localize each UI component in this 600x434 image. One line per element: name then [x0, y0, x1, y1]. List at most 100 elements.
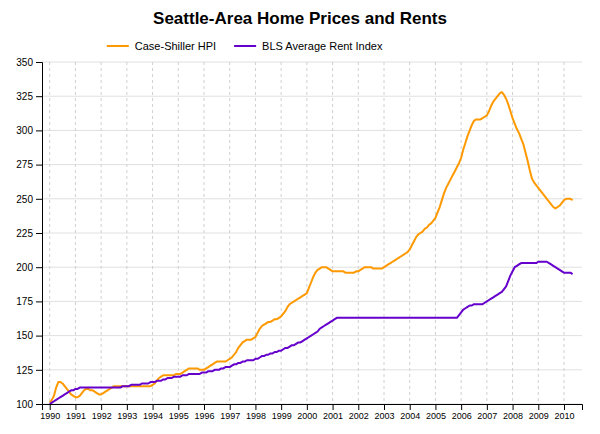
legend-swatch — [107, 45, 129, 47]
tick-label: 325 — [16, 91, 33, 102]
tick-mark — [36, 336, 42, 337]
grid-line-x — [435, 62, 436, 404]
tick: 300 — [16, 125, 42, 136]
tick-label: 2003 — [374, 411, 394, 421]
grid-line-y — [42, 96, 582, 97]
grid-line-x — [126, 62, 127, 404]
tick-mark — [513, 404, 514, 410]
grid-line-y — [42, 130, 582, 131]
tick: 150 — [16, 330, 42, 341]
tick-label: 2009 — [529, 411, 549, 421]
tick: 2007 — [477, 404, 497, 421]
grid-line-x — [384, 62, 385, 404]
tick-mark — [50, 404, 51, 410]
tick: 200 — [16, 262, 42, 273]
tick: 275 — [16, 159, 42, 170]
tick-mark — [564, 404, 565, 410]
tick: 1992 — [92, 404, 112, 421]
tick-label: 175 — [16, 296, 33, 307]
tick-label: 125 — [16, 365, 33, 376]
tick: 350 — [16, 57, 42, 68]
grid-line-y — [42, 164, 582, 165]
tick: 2010 — [554, 404, 574, 421]
grid-line-x — [512, 62, 513, 404]
tick-label: 100 — [16, 399, 33, 410]
tick-label: 1995 — [169, 411, 189, 421]
grid-line-x — [538, 62, 539, 404]
tick-mark — [230, 404, 231, 410]
grid-line-y — [42, 233, 582, 234]
tick-label: 250 — [16, 194, 33, 205]
tick-mark — [36, 96, 42, 97]
tick-label: 150 — [16, 330, 33, 341]
tick: 1998 — [246, 404, 266, 421]
tick-mark — [36, 130, 42, 131]
tick: 2005 — [426, 404, 446, 421]
axis-domain — [36, 63, 43, 405]
tick-label: 1997 — [220, 411, 240, 421]
tick-label: 1996 — [194, 411, 214, 421]
legend-item: Case-Shiller HPI — [107, 40, 216, 52]
tick-mark — [36, 404, 42, 405]
tick-label: 2010 — [554, 411, 574, 421]
legend-label: BLS Average Rent Index — [262, 40, 383, 52]
series-line — [50, 92, 573, 403]
tick-label: 300 — [16, 125, 33, 136]
grid-line-x — [409, 62, 410, 404]
grid-line-y — [42, 198, 582, 199]
legend-label: Case-Shiller HPI — [135, 40, 216, 52]
tick: 2000 — [297, 404, 317, 421]
grid-line-x — [204, 62, 205, 404]
grid-line-x — [358, 62, 359, 404]
tick-mark — [204, 404, 205, 410]
tick-label: 1991 — [66, 411, 86, 421]
tick: 1993 — [117, 404, 137, 421]
tick-mark — [384, 404, 385, 410]
tick-mark — [153, 404, 154, 410]
tick-mark — [75, 404, 76, 410]
grid-line-y — [42, 301, 582, 302]
tick-label: 350 — [16, 57, 33, 68]
grid-line-y — [42, 369, 582, 370]
y-axis: 100 125 150 175 200 225 250 275 300 325 350 — [16, 57, 42, 410]
tick-mark — [36, 165, 42, 166]
grid-line-x — [49, 62, 50, 404]
tick-mark — [127, 404, 128, 410]
tick: 2003 — [374, 404, 394, 421]
tick: 1997 — [220, 404, 240, 421]
tick: 250 — [16, 194, 42, 205]
legend-swatch — [234, 45, 256, 47]
tick-label: 2004 — [400, 411, 420, 421]
tick: 125 — [16, 365, 42, 376]
tick: 1991 — [66, 404, 86, 421]
x-axis: 1990199119921993199419951996199719981999… — [40, 404, 582, 421]
lines — [50, 92, 573, 404]
tick-label: 2002 — [349, 411, 369, 421]
tick-mark — [36, 370, 42, 371]
tick: 2008 — [503, 404, 523, 421]
legend: Case-Shiller HPI BLS Average Rent Index — [107, 40, 383, 52]
tick-label: 2007 — [477, 411, 497, 421]
tick-mark — [255, 404, 256, 410]
grid-line-x — [306, 62, 307, 404]
tick-mark — [281, 404, 282, 410]
grid-line-x — [564, 62, 565, 404]
chart: 1990199119921993199419951996199719981999… — [0, 0, 600, 434]
tick-label: 2005 — [426, 411, 446, 421]
tick-mark — [36, 301, 42, 302]
grid — [42, 62, 582, 404]
tick-label: 2001 — [323, 411, 343, 421]
grid-line-y — [42, 62, 582, 63]
tick-mark — [178, 404, 179, 410]
tick: 2001 — [323, 404, 343, 421]
tick-label: 2008 — [503, 411, 523, 421]
tick-mark — [36, 62, 42, 63]
tick-label: 275 — [16, 159, 33, 170]
tick-label: 1998 — [246, 411, 266, 421]
tick-mark — [333, 404, 334, 410]
tick-label: 225 — [16, 228, 33, 239]
tick-mark — [435, 404, 436, 410]
tick: 1999 — [272, 404, 292, 421]
tick: 2009 — [529, 404, 549, 421]
tick-mark — [487, 404, 488, 410]
